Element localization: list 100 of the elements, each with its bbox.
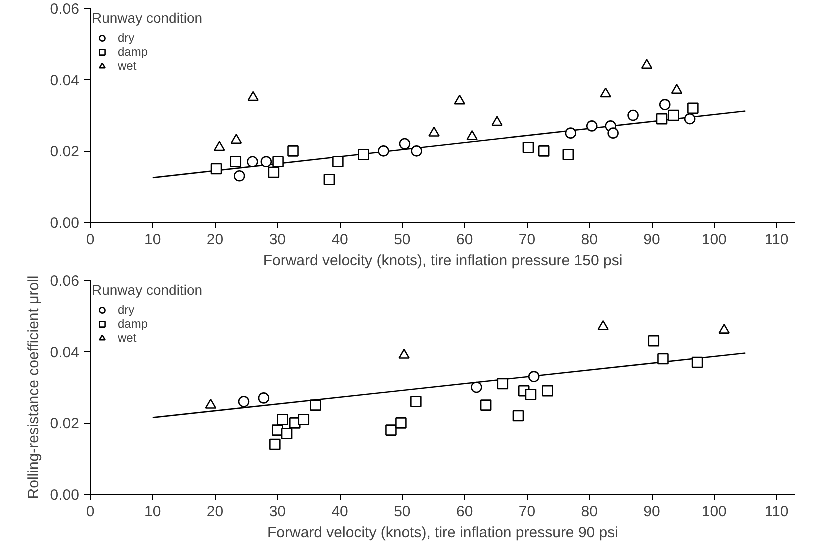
x-tick-label: 60 bbox=[456, 232, 474, 248]
point bbox=[410, 396, 422, 408]
x-axis-title: Forward velocity (knots), tire inflation pressure 150 psi bbox=[263, 252, 623, 270]
point bbox=[258, 392, 270, 404]
point bbox=[454, 94, 466, 105]
point bbox=[600, 88, 612, 98]
x-tick-label: 80 bbox=[581, 504, 598, 520]
point bbox=[656, 113, 668, 125]
y-tick-label: 0.02 bbox=[50, 144, 80, 161]
point bbox=[528, 371, 540, 382]
point bbox=[668, 110, 680, 122]
point bbox=[310, 400, 322, 411]
legend-label: dry bbox=[118, 31, 136, 45]
y-tick-label: 0.04 bbox=[50, 72, 80, 90]
point bbox=[718, 324, 730, 334]
point bbox=[428, 126, 440, 137]
x-tick-label: 0 bbox=[86, 504, 95, 520]
point bbox=[641, 59, 653, 70]
x-tick-label: 40 bbox=[332, 504, 348, 520]
y-tick-label: 0.04 bbox=[50, 344, 80, 362]
point bbox=[398, 348, 410, 359]
point bbox=[298, 414, 310, 426]
legend-title: Runway condition bbox=[92, 10, 203, 26]
point bbox=[586, 120, 598, 132]
y-tick-label: 0.06 bbox=[50, 273, 80, 290]
x-tick-label: 90 bbox=[644, 232, 660, 248]
point bbox=[512, 410, 524, 422]
point bbox=[658, 353, 669, 365]
point bbox=[525, 388, 537, 400]
x-tick-label: 50 bbox=[394, 232, 411, 248]
x-tick-label: 110 bbox=[764, 504, 789, 520]
point bbox=[497, 378, 509, 390]
x-tick-label: 100 bbox=[702, 232, 727, 248]
y-tick-label: 0.02 bbox=[50, 416, 80, 433]
point bbox=[210, 163, 222, 175]
point bbox=[565, 128, 577, 139]
x-tick-label: 40 bbox=[332, 232, 348, 248]
x-tick-label: 70 bbox=[518, 504, 536, 520]
point bbox=[466, 130, 478, 140]
x-tick-label: 10 bbox=[144, 504, 162, 520]
point bbox=[230, 156, 242, 168]
point bbox=[684, 113, 696, 125]
point bbox=[386, 424, 397, 436]
x-tick-label: 90 bbox=[644, 504, 660, 520]
point bbox=[230, 134, 242, 144]
point bbox=[671, 84, 683, 94]
point bbox=[480, 400, 492, 411]
x-tick-label: 60 bbox=[456, 504, 474, 520]
point bbox=[688, 102, 699, 114]
point bbox=[268, 166, 280, 178]
x-tick-label: 70 bbox=[518, 232, 536, 248]
point bbox=[608, 128, 619, 139]
point bbox=[628, 110, 639, 122]
legend-label: damp bbox=[118, 45, 148, 59]
x-axis-title: Forward velocity (knots), tire inflation pressure 90 psi bbox=[268, 524, 618, 542]
x-tick-label: 0 bbox=[86, 232, 95, 248]
y-tick-label: 0.00 bbox=[50, 487, 80, 504]
point bbox=[659, 99, 671, 110]
point bbox=[358, 149, 370, 160]
point bbox=[692, 356, 704, 368]
point bbox=[214, 141, 226, 152]
point bbox=[277, 414, 288, 426]
point bbox=[542, 385, 554, 397]
point bbox=[281, 428, 293, 440]
point bbox=[492, 116, 503, 126]
legend-title: Runway condition bbox=[92, 282, 203, 298]
x-tick-label: 20 bbox=[206, 504, 224, 520]
point bbox=[270, 438, 281, 450]
legend-label: dry bbox=[118, 303, 136, 317]
legend-label: wet bbox=[118, 331, 138, 345]
point bbox=[288, 146, 299, 157]
point bbox=[411, 146, 422, 157]
point bbox=[272, 156, 284, 168]
legend-label: wet bbox=[118, 59, 138, 73]
x-tick-label: 110 bbox=[764, 232, 789, 248]
point bbox=[522, 142, 534, 154]
point bbox=[248, 91, 259, 102]
point bbox=[238, 396, 250, 408]
y-tick-label: 0.00 bbox=[50, 215, 80, 232]
x-tick-label: 30 bbox=[269, 504, 286, 520]
point bbox=[234, 170, 246, 182]
point bbox=[471, 382, 482, 394]
point bbox=[648, 335, 660, 347]
y-axis-title: Rolling-resistance coefficient μroll bbox=[25, 276, 42, 500]
point bbox=[247, 156, 258, 168]
point bbox=[378, 146, 390, 157]
point bbox=[538, 146, 550, 157]
x-tick-label: 100 bbox=[702, 504, 727, 520]
point bbox=[399, 138, 411, 150]
point bbox=[598, 320, 609, 330]
point bbox=[396, 418, 407, 429]
x-tick-label: 50 bbox=[394, 504, 411, 520]
y-tick-label: 0.06 bbox=[50, 1, 80, 18]
x-tick-label: 80 bbox=[581, 232, 598, 248]
point bbox=[205, 398, 217, 409]
x-tick-label: 10 bbox=[144, 232, 162, 248]
point bbox=[324, 174, 336, 186]
legend-label: damp bbox=[118, 317, 148, 331]
point bbox=[260, 156, 272, 168]
x-tick-label: 30 bbox=[269, 232, 286, 248]
